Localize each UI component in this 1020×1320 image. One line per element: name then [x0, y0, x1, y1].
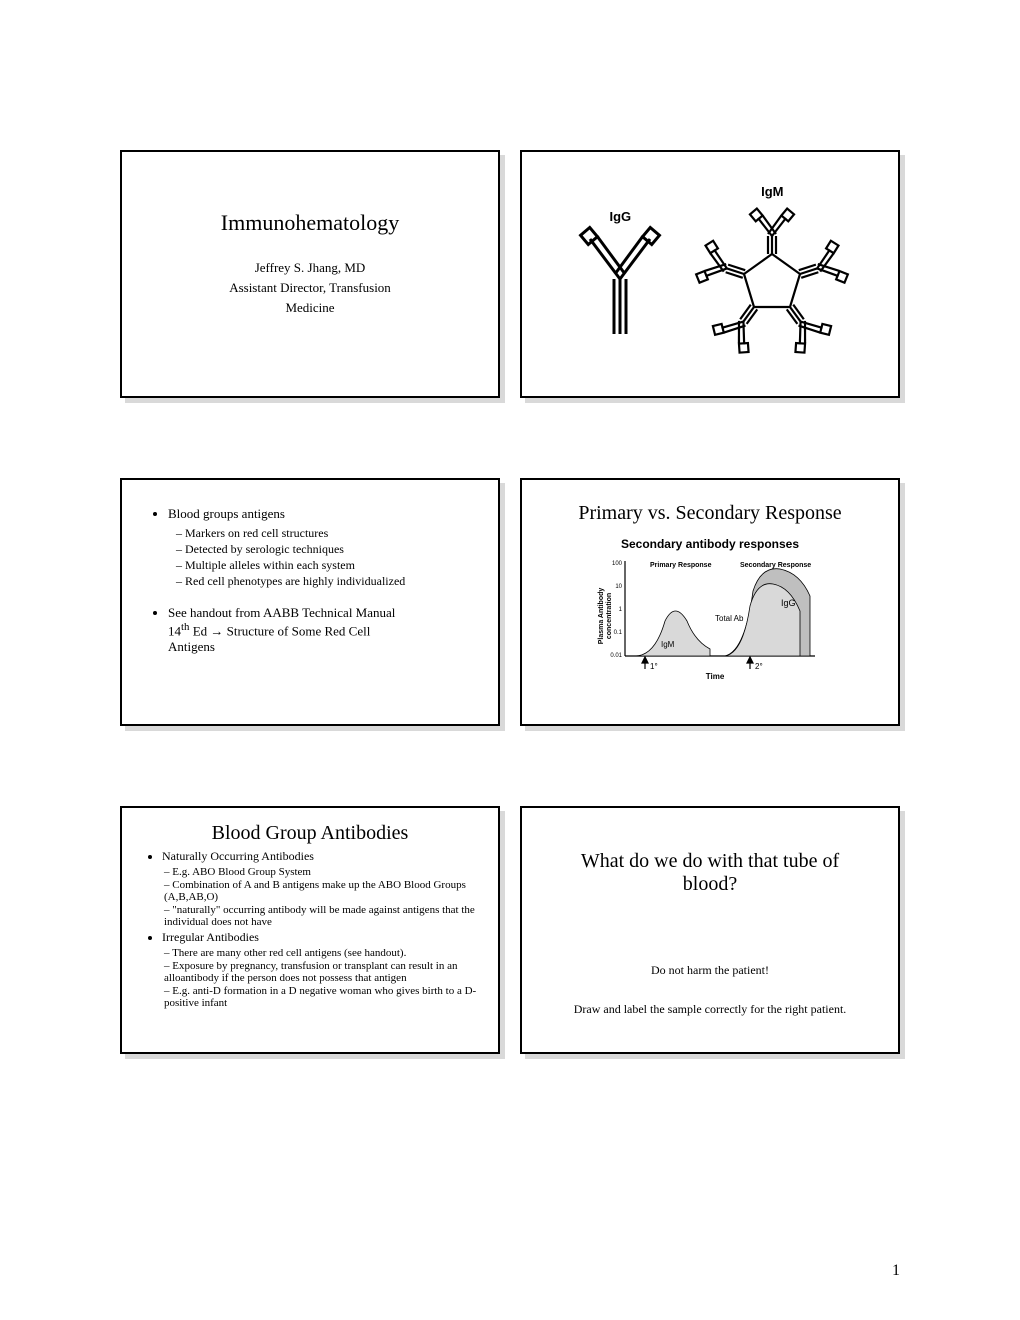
igm-column: IgM — [684, 184, 860, 374]
presentation-title: Immunohematology — [148, 210, 472, 236]
y-axis-label: Plasma Antibody — [598, 588, 605, 645]
slide-grid: Immunohematology Jeffrey S. Jhang, MD As… — [120, 150, 900, 1054]
igm-label: IgM — [684, 184, 860, 199]
chart-title: Secondary antibody responses — [548, 537, 872, 551]
slide-6-inner: What do we do with that tube of blood? D… — [548, 830, 872, 1030]
text: See handout from AABB Technical Manual — [168, 605, 395, 620]
slide-title: Blood Group Antibodies — [142, 822, 478, 845]
sub-item: "naturally" occurring antibody will be m… — [164, 904, 478, 928]
antibody-figure: IgG — [548, 174, 872, 374]
tick-2: 2° — [755, 662, 763, 671]
igm-icon — [687, 199, 857, 369]
tick-1: 1° — [650, 662, 658, 671]
sub-item: E.g. anti-D formation in a D negative wo… — [164, 985, 478, 1009]
sub-list: Markers on red cell structures Detected … — [148, 526, 472, 589]
bullet-list-2: Irregular Antibodies — [142, 930, 478, 945]
bullet-item: Irregular Antibodies — [162, 930, 478, 945]
svg-text:1: 1 — [619, 607, 623, 613]
author-role-1: Assistant Director, Transfusion — [148, 280, 472, 296]
response-chart-icon: Plasma Antibody concentration 100 10 1 0… — [595, 551, 825, 681]
igm-label: IgM — [661, 640, 675, 649]
legend-primary: Primary Response — [650, 562, 712, 569]
svg-text:0.1: 0.1 — [614, 630, 623, 636]
sub-list: E.g. ABO Blood Group System Combination … — [142, 866, 478, 928]
sub-item: Detected by serologic techniques — [176, 542, 472, 557]
text: Antigens — [168, 639, 215, 654]
slide-title-line1: What do we do with that tube of — [548, 850, 872, 873]
chart-container: Secondary antibody responses Plasma Anti… — [548, 537, 872, 686]
body-line-1: Do not harm the patient! — [548, 963, 872, 978]
slide-5-blood-group-antibodies: Blood Group Antibodies Naturally Occurri… — [120, 806, 500, 1054]
bullet-list-2: See handout from AABB Technical Manual 1… — [148, 605, 472, 655]
sub-list-2: There are many other red cell antigens (… — [142, 947, 478, 1009]
sub-item: Combination of A and B antigens make up … — [164, 879, 478, 903]
svg-text:10: 10 — [615, 584, 622, 590]
x-axis-label: Time — [706, 672, 725, 681]
igg-column: IgG — [560, 209, 682, 349]
slide-1-inner: Immunohematology Jeffrey S. Jhang, MD As… — [148, 174, 472, 374]
sub-item: Exposure by pregnancy, transfusion or tr… — [164, 960, 478, 984]
bullet-item: See handout from AABB Technical Manual 1… — [168, 605, 472, 655]
y-axis-label-2: concentration — [606, 593, 613, 639]
author-name: Jeffrey S. Jhang, MD — [148, 260, 472, 276]
text: 14 — [168, 623, 181, 638]
page-container: Immunohematology Jeffrey S. Jhang, MD As… — [0, 0, 1020, 1320]
sub-item: Red cell phenotypes are highly individua… — [176, 574, 472, 589]
igg-label: IgG — [560, 209, 682, 224]
text: Ed → Structure of Some Red Cell — [189, 623, 370, 638]
slide-6-tube-of-blood: What do we do with that tube of blood? D… — [520, 806, 900, 1054]
bullet-item: Blood groups antigens — [168, 506, 472, 522]
sub-item: There are many other red cell antigens (… — [164, 947, 478, 959]
sub-item: Multiple alleles within each system — [176, 558, 472, 573]
page-number: 1 — [892, 1262, 900, 1280]
bullet-list: Blood groups antigens — [148, 506, 472, 522]
slide-4-primary-secondary: Primary vs. Secondary Response Secondary… — [520, 478, 900, 726]
igg-icon — [575, 224, 665, 344]
slide-title: Primary vs. Secondary Response — [548, 502, 872, 525]
legend-secondary: Secondary Response — [740, 562, 811, 569]
bullet-item: Naturally Occurring Antibodies — [162, 849, 478, 864]
igg-label: IgG — [781, 598, 796, 608]
sub-item: Markers on red cell structures — [176, 526, 472, 541]
slide-2-antibody-diagram: IgG — [520, 150, 900, 398]
slide-3-blood-group-antigens: Blood groups antigens Markers on red cel… — [120, 478, 500, 726]
svg-text:0.01: 0.01 — [610, 653, 622, 659]
body-line-2: Draw and label the sample correctly for … — [548, 1002, 872, 1017]
total-label: Total Ab — [715, 614, 744, 623]
slide-title-line2: blood? — [548, 873, 872, 896]
bullet-list: Naturally Occurring Antibodies — [142, 849, 478, 864]
svg-text:100: 100 — [612, 561, 623, 567]
author-role-2: Medicine — [148, 300, 472, 316]
sub-item: E.g. ABO Blood Group System — [164, 866, 478, 878]
slide-1-title: Immunohematology Jeffrey S. Jhang, MD As… — [120, 150, 500, 398]
